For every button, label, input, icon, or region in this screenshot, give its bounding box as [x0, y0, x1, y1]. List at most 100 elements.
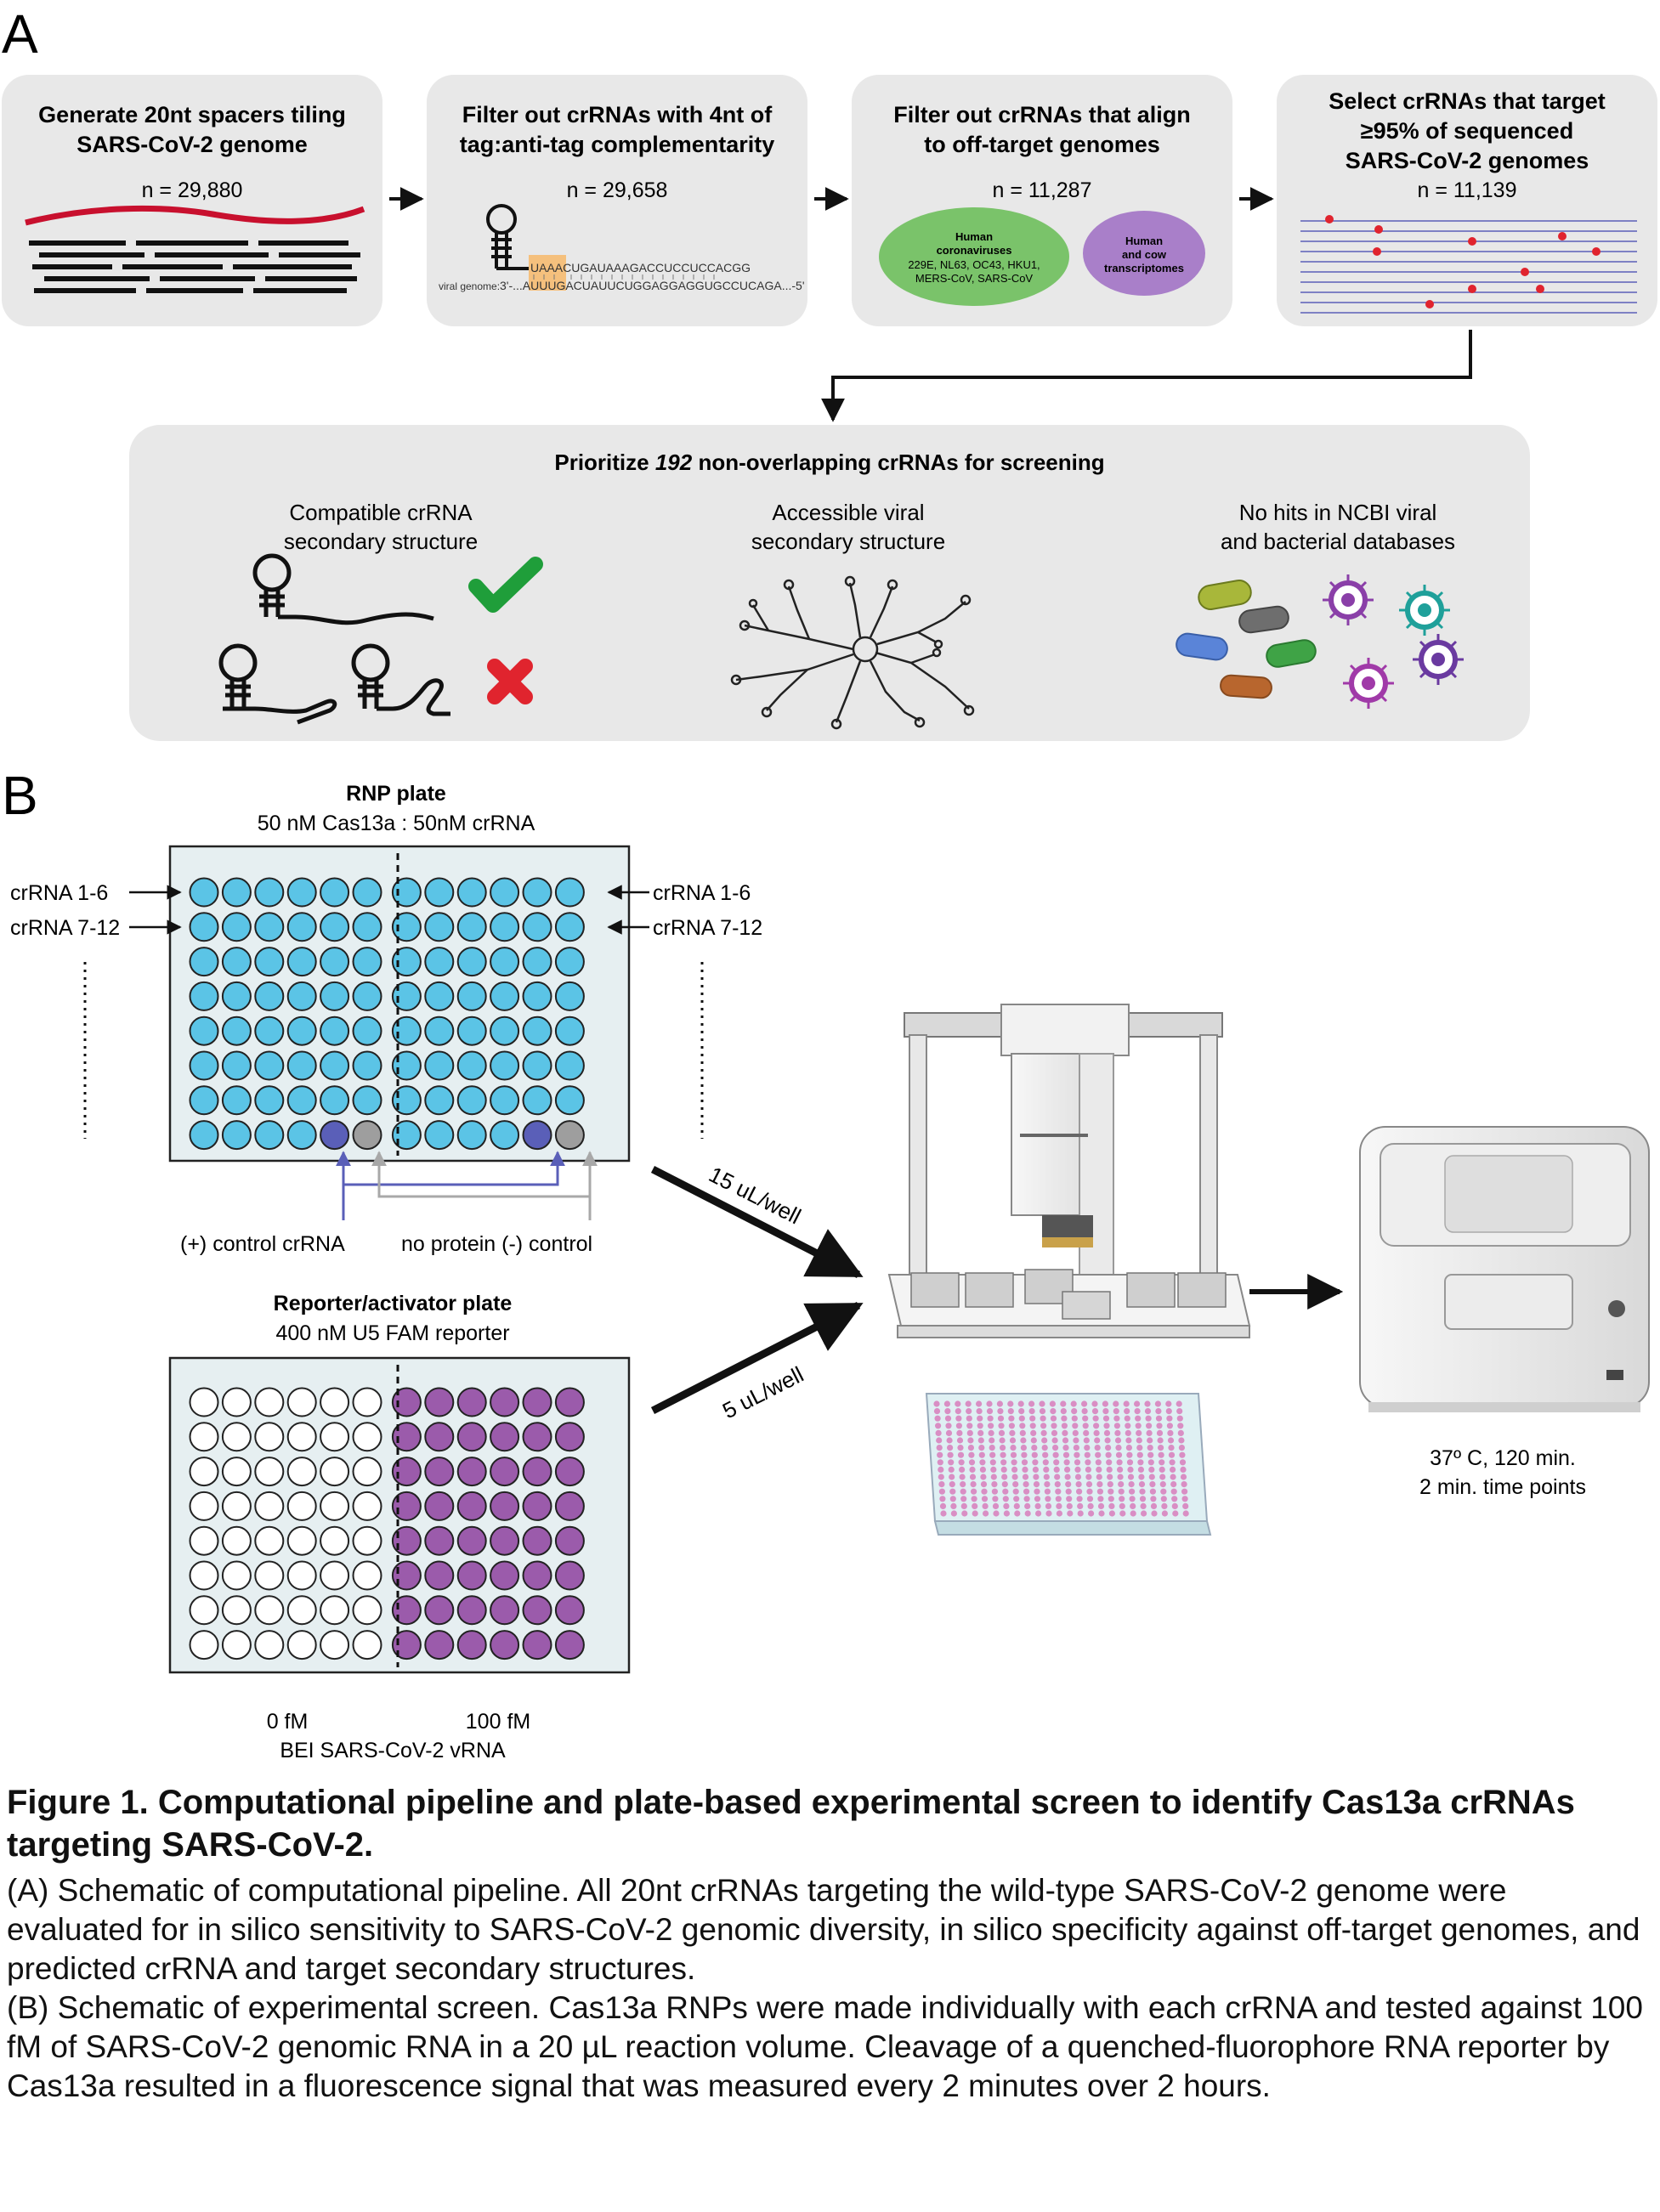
rnp-plate-wells — [189, 877, 585, 1151]
384-plate-well — [1062, 1451, 1070, 1458]
tag-highlight — [529, 255, 566, 291]
rnp-plate-well — [320, 877, 350, 908]
prioritize-title: Prioritize 192 non-overlapping crRNAs fo… — [554, 450, 1104, 475]
384-plate-well — [1092, 1415, 1099, 1422]
384-plate-well — [1075, 1481, 1082, 1488]
384-plate-well — [1087, 1502, 1094, 1509]
384-plate-well — [1108, 1496, 1114, 1502]
384-plate-well — [1119, 1502, 1125, 1509]
reporter-plate-well — [221, 1422, 252, 1452]
384-plate-well — [1130, 1510, 1136, 1517]
crrna-sequence: UAAACUGAUAAAGACCUCCUCCACGG — [530, 261, 751, 274]
reporter-plate-well — [320, 1525, 350, 1556]
bacterium-icon — [1176, 632, 1228, 661]
384-plate-well — [998, 1429, 1006, 1436]
384-plate-well — [1021, 1459, 1028, 1466]
bacterium-icon — [1198, 580, 1252, 610]
384-plate-well — [1054, 1474, 1061, 1480]
rnp-plate-well — [456, 1050, 487, 1081]
rnp-plate-well — [554, 1085, 585, 1116]
384-plate-well — [1098, 1510, 1105, 1517]
384-plate-well — [1108, 1502, 1115, 1509]
reporter-plate-well — [254, 1387, 285, 1417]
384-plate-well — [1103, 1429, 1111, 1436]
384-plate-well — [977, 1415, 983, 1422]
384-plate-well — [966, 1423, 973, 1429]
384-plate-well — [992, 1496, 999, 1502]
rnp-plate-well — [456, 981, 487, 1011]
rnp-plate-well — [352, 1120, 382, 1151]
384-plate-well — [1108, 1510, 1115, 1517]
384-plate-well — [944, 1408, 951, 1415]
384-plate-well — [1071, 1415, 1078, 1422]
rnp-plate-title: RNP plate — [346, 782, 446, 806]
384-plate-well — [1127, 1466, 1134, 1473]
384-plate-well — [969, 1466, 976, 1473]
384-plate-well — [1009, 1429, 1016, 1436]
384-plate-well — [945, 1423, 952, 1429]
rnp-plate-well — [391, 1120, 422, 1151]
384-plate-well — [1124, 1415, 1130, 1422]
reporter-plate-well — [254, 1595, 285, 1626]
reporter-plate-well — [352, 1457, 382, 1487]
coronavirus-line-4: MERS-CoV, SARS-CoV — [915, 272, 1034, 285]
384-plate-well — [1033, 1474, 1040, 1480]
384-plate-well — [987, 1415, 994, 1422]
384-plate-well — [1169, 1459, 1176, 1466]
reporter-plate-well — [456, 1525, 487, 1556]
384-plate-well — [965, 1400, 972, 1407]
figure-1-diagram: A Generate 20nt spacers tiling SARS-CoV-… — [2, 3, 1657, 1762]
reporter-plate-well — [320, 1595, 350, 1626]
step-1-count: n = 29,880 — [142, 178, 243, 202]
liquid-handler-robot — [887, 1004, 1251, 1338]
384-plate-well — [956, 1429, 963, 1436]
384-plate-well — [1137, 1466, 1144, 1473]
384-plate-well — [1020, 1445, 1027, 1451]
384-plate-well — [1093, 1423, 1100, 1429]
384-plate-well — [1147, 1451, 1154, 1458]
reporter-plate-well — [554, 1491, 585, 1521]
rnp-plate-well — [254, 1050, 285, 1081]
rnp-plate-well — [254, 877, 285, 908]
384-plate-well — [1172, 1510, 1179, 1517]
384-plate-well — [937, 1459, 943, 1466]
384-plate-well — [1134, 1400, 1141, 1407]
384-plate-well — [1181, 1496, 1188, 1502]
coronavirus-line-2: coronaviruses — [937, 244, 1012, 257]
reporter-plate-well — [221, 1560, 252, 1591]
384-plate-well — [966, 1408, 972, 1415]
rnp-plate-well — [456, 1085, 487, 1116]
384-plate-well — [1083, 1429, 1090, 1436]
reporter-plate-title: Reporter/activator plate — [274, 1292, 513, 1315]
coronavirus-line-1: Human — [955, 230, 993, 243]
384-plate-well — [1130, 1502, 1136, 1509]
384-plate-well — [1056, 1510, 1062, 1517]
384-plate-well — [1126, 1459, 1134, 1466]
384-plate-well — [1073, 1445, 1079, 1451]
rnp-plate-well — [320, 947, 350, 977]
rnp-plate-well — [554, 1050, 585, 1081]
reporter-plate-well — [189, 1457, 219, 1487]
384-plate-well — [1149, 1488, 1156, 1495]
rnp-plate-well — [490, 877, 520, 908]
384-plate-well — [1127, 1474, 1135, 1480]
step-3-title-line-1: Filter out crRNAs that align — [893, 102, 1191, 127]
rnp-plate-well — [320, 1085, 350, 1116]
384-plate-well — [961, 1510, 968, 1517]
rnp-plate-well — [254, 912, 285, 942]
384-plate-well — [1067, 1510, 1074, 1517]
384-plate-well — [1077, 1510, 1084, 1517]
step-1-title-line-2: SARS-CoV-2 genome — [76, 132, 308, 157]
384-plate-well — [976, 1408, 983, 1415]
384-plate-well — [997, 1415, 1005, 1422]
coronavirus-ellipse — [879, 207, 1069, 306]
384-plate-well — [1141, 1510, 1147, 1517]
reporter-plate-well — [254, 1457, 285, 1487]
rnp-plate-well — [522, 1015, 552, 1046]
rnp-plate-well — [352, 1085, 382, 1116]
384-plate-well — [1050, 1415, 1057, 1422]
rnp-plate-well — [254, 947, 285, 977]
384-plate-well — [1104, 1437, 1111, 1444]
rnp-plate-well — [424, 877, 455, 908]
384-plate-well — [1085, 1459, 1091, 1466]
